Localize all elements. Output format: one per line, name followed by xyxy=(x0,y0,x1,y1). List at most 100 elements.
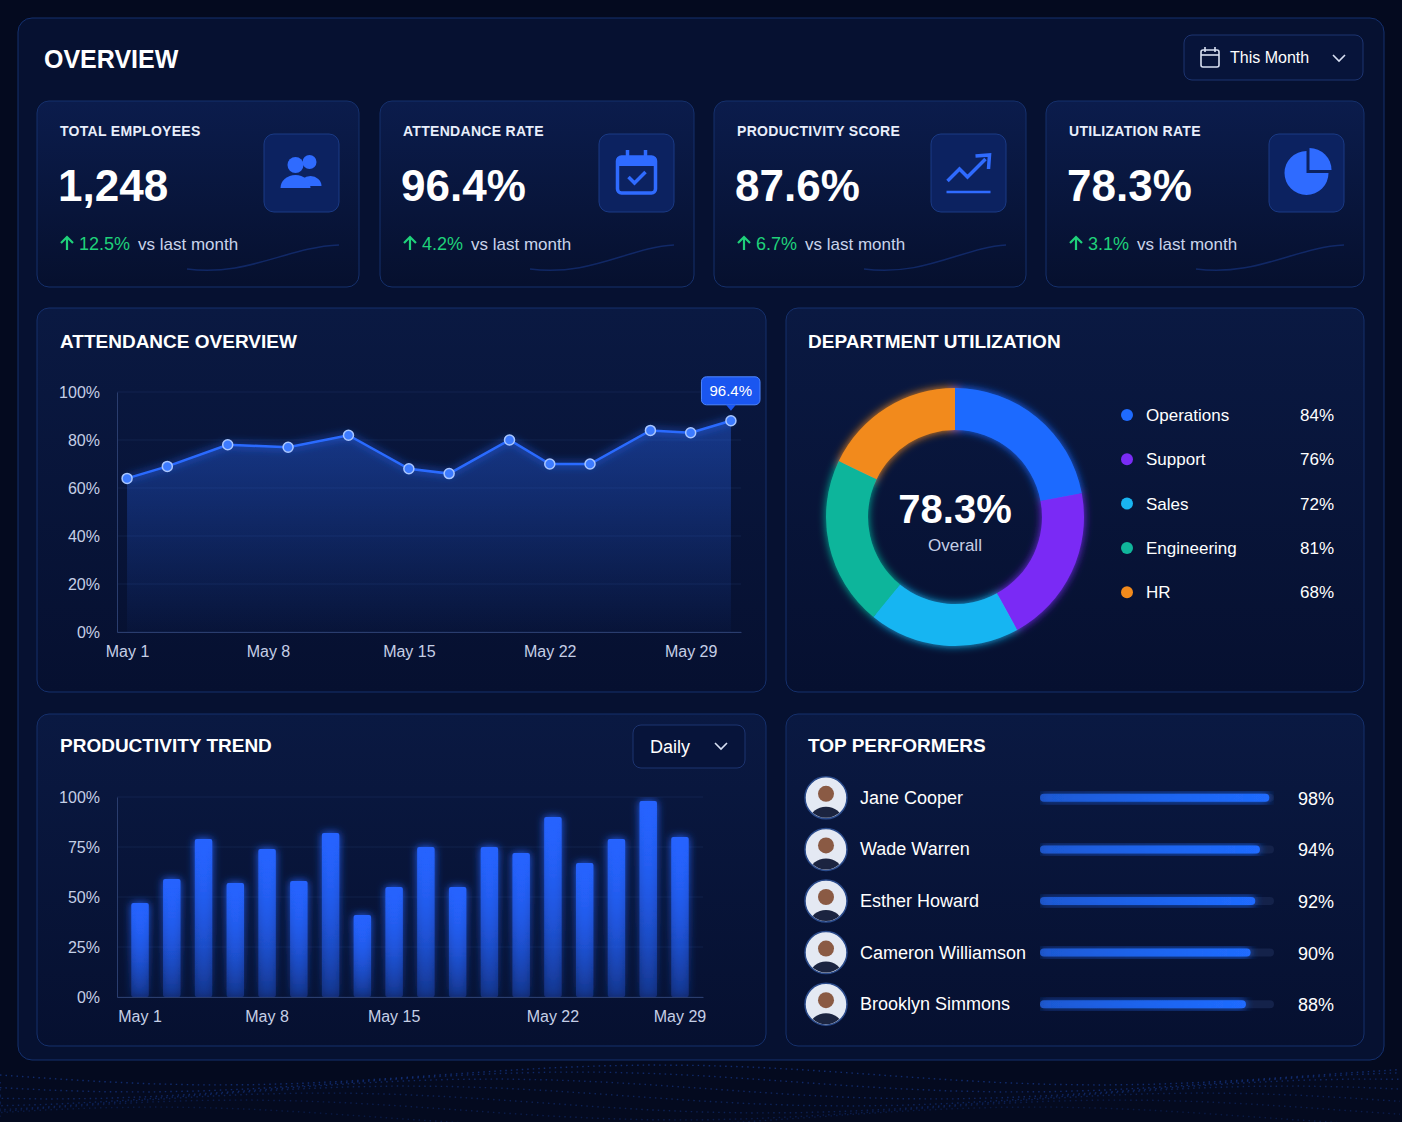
tick-label: 100% xyxy=(59,789,100,806)
background xyxy=(0,0,1402,1122)
tick: May 1 xyxy=(106,632,150,660)
y-axis: 0%20%40%60%80%100% xyxy=(59,384,117,641)
point xyxy=(404,464,414,474)
icon-users xyxy=(281,155,322,188)
performer-name: Brooklyn Simmons xyxy=(860,994,1010,1014)
point xyxy=(223,440,233,450)
dropdown-box[interactable] xyxy=(1184,35,1363,80)
interval-dropdown[interactable]: Daily xyxy=(633,725,745,768)
legend: Operations84%Support76%Sales72%Engineeri… xyxy=(1121,406,1334,602)
card-bg xyxy=(1046,101,1364,287)
productivity-panel: PRODUCTIVITY TRENDDaily0%25%50%75%100%Ma… xyxy=(37,714,766,1046)
tick-label: May 8 xyxy=(247,643,291,660)
bar xyxy=(576,863,593,997)
tick-label: May 15 xyxy=(368,1008,421,1025)
up-arrow xyxy=(61,237,73,250)
x-axis: May 1 May 8 May 15 May 22 May 29 xyxy=(106,632,742,660)
tick-label: May 1 xyxy=(106,643,150,660)
slice xyxy=(873,584,1017,646)
point xyxy=(585,459,595,469)
kpi-change: 4.2% xyxy=(422,234,463,254)
icon-box xyxy=(599,134,674,212)
card-bg xyxy=(37,101,359,287)
panel-title: ATTENDANCE OVERVIEW xyxy=(60,331,297,352)
tick-label: May 22 xyxy=(524,643,577,660)
bar xyxy=(481,847,498,997)
kpi-value: 87.6% xyxy=(735,161,860,210)
data-label: 94% xyxy=(1298,840,1334,860)
legend-value: 81% xyxy=(1300,539,1334,558)
performer-name: Wade Warren xyxy=(860,839,970,859)
slice xyxy=(826,461,900,617)
bar-track xyxy=(1040,1000,1274,1008)
wave xyxy=(0,1079,1400,1099)
bar xyxy=(131,903,148,997)
kpi-value: 78.3% xyxy=(1067,161,1192,210)
slice xyxy=(955,388,1082,501)
kpi-card: ATTENDANCE RATE96.4%4.2%vs last month xyxy=(380,101,694,287)
tick: 20% xyxy=(68,576,117,593)
bar xyxy=(1040,845,1260,853)
tick-label: 40% xyxy=(68,528,100,545)
page-title: OVERVIEW xyxy=(44,45,179,73)
panel-bg xyxy=(786,714,1364,1046)
tick-label: 100% xyxy=(59,384,100,401)
tick: 0% xyxy=(77,624,117,641)
bars xyxy=(131,801,688,997)
tick-label: May 8 xyxy=(245,1008,289,1025)
panel-title: TOP PERFORMERS xyxy=(808,735,986,756)
legend-label: Sales xyxy=(1146,495,1189,514)
area xyxy=(127,421,731,632)
tick: 100% xyxy=(59,384,117,401)
dropdown-label[interactable]: Daily xyxy=(650,737,690,757)
wave xyxy=(0,1086,1400,1106)
panel-title: PRODUCTIVITY TREND xyxy=(60,735,272,756)
tick-label: 0% xyxy=(77,624,100,641)
bar-track xyxy=(1040,845,1274,853)
legend-swatch xyxy=(1121,586,1133,598)
tick: 40% xyxy=(68,528,117,545)
utilization-panel: DEPARTMENT UTILIZATION78.3%OverallOperat… xyxy=(786,308,1364,692)
performer-name: Cameron Williamson xyxy=(860,943,1026,963)
tick-label: 25% xyxy=(68,939,100,956)
point xyxy=(505,435,515,445)
kpi-change: 12.5% xyxy=(79,234,130,254)
axis-line xyxy=(118,997,704,998)
bar xyxy=(671,837,688,997)
kpi-value: 1,248 xyxy=(58,161,168,210)
tick-label: May 29 xyxy=(665,643,718,660)
tick-label: May 15 xyxy=(383,643,436,660)
icon-trend xyxy=(947,155,991,192)
grid xyxy=(117,797,703,997)
center-value: 78.3% xyxy=(898,487,1011,531)
avatar xyxy=(805,932,847,975)
bar xyxy=(512,853,529,997)
bar-track xyxy=(1040,897,1274,905)
bar xyxy=(417,847,434,997)
wave xyxy=(0,1093,1400,1113)
legend-value: 84% xyxy=(1300,406,1334,425)
kpi-label: UTILIZATION RATE xyxy=(1069,123,1201,139)
plot-area xyxy=(131,801,688,997)
panel-bg xyxy=(37,714,766,1046)
bar xyxy=(322,833,339,997)
tick: May 1 xyxy=(118,997,162,1025)
icon-box xyxy=(1269,134,1344,212)
bar xyxy=(385,887,402,997)
avatar xyxy=(805,828,847,871)
bar xyxy=(354,915,371,997)
wave xyxy=(0,1100,1400,1120)
up-arrow xyxy=(738,237,750,250)
annotation-box xyxy=(701,377,760,405)
dropdown-label[interactable]: This Month xyxy=(1230,49,1309,66)
kpi-change: 6.7% xyxy=(756,234,797,254)
period-dropdown[interactable]: This Month xyxy=(1184,35,1363,80)
avatar xyxy=(805,983,847,1026)
dropdown-box[interactable] xyxy=(633,725,745,768)
tick: May 29 xyxy=(654,997,707,1025)
tick: 50% xyxy=(68,889,117,906)
annotation-label: 96.4% xyxy=(709,382,752,399)
bar xyxy=(290,881,307,997)
bar xyxy=(195,839,212,997)
data-label: 88% xyxy=(1298,995,1334,1015)
